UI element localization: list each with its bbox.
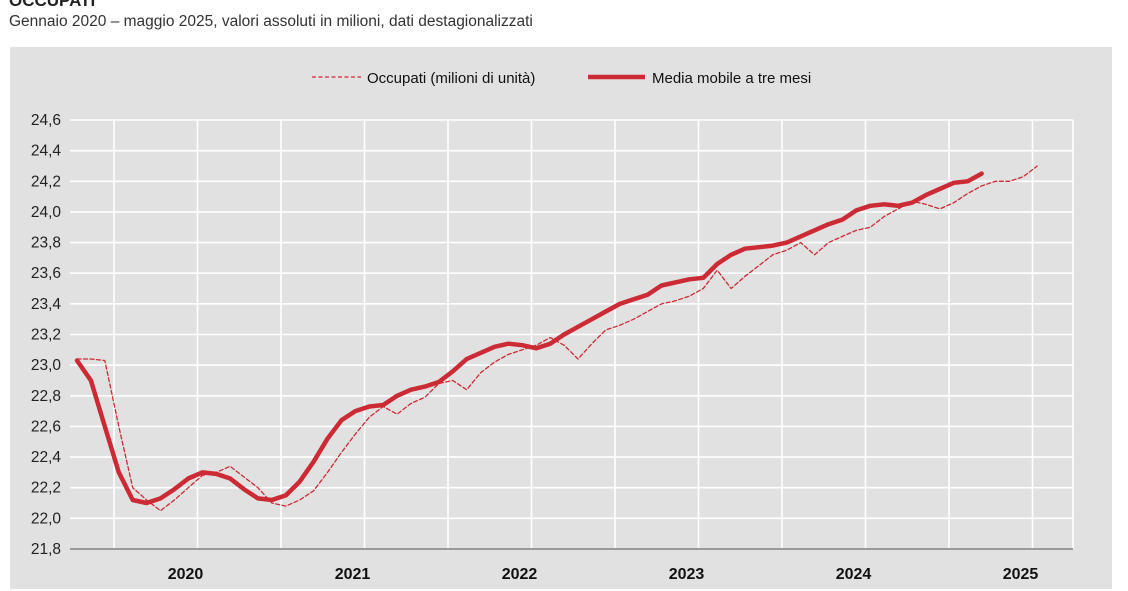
y-tick-label: 24,0 [31,204,62,221]
y-tick-label: 21,8 [31,541,61,558]
y-tick-label: 23,8 [31,235,61,252]
y-tick-label: 23,6 [31,265,61,282]
grid-layer [70,119,1074,550]
axis-layer: 21,8 22,0 22,2 22,4 22,6 22,8 23,0 23,2 23,4 23,6… [31,112,1073,583]
legend: Occupati (milioni di unità) Media mobile… [312,70,811,87]
y-tick-label: 22,6 [31,418,61,435]
x-tick-label: 2020 [168,566,204,583]
y-tick-label: 24,2 [31,173,61,190]
chart-title: OCCUPATI [9,0,96,10]
y-tick-label: 22,0 [31,510,62,527]
series-layer [74,165,1038,512]
y-tick-label: 22,2 [31,480,61,497]
y-tick-label: 24,4 [31,143,62,160]
series-line-occupati [76,165,1038,512]
chart-subtitle: Gennaio 2020 – maggio 2025, valori assol… [9,13,533,30]
x-tick-label: 2023 [669,566,705,583]
x-tick-label: 2021 [335,566,371,583]
line-chart: 21,8 22,0 22,2 22,4 22,6 22,8 23,0 23,2 23,4 23,6… [31,70,1074,583]
chart-panel: 21,8 22,0 22,2 22,4 22,6 22,8 23,0 23,2 23,4 23,6… [10,47,1112,589]
legend-label-media-mobile: Media mobile a tre mesi [652,70,811,87]
x-tick-label: 2022 [502,566,538,583]
y-tick-label: 22,8 [31,388,61,405]
y-tick-label: 23,2 [31,327,61,344]
legend-label-occupati: Occupati (milioni di unità) [367,70,535,87]
x-tick-label: 2024 [836,566,872,583]
x-tick-label: 2025 [1003,566,1039,583]
y-tick-label: 23,4 [31,296,62,313]
series-line-media-mobile [74,171,984,506]
y-tick-label: 23,0 [31,357,62,374]
y-tick-label: 24,6 [31,112,61,129]
y-tick-label: 22,4 [31,449,62,466]
